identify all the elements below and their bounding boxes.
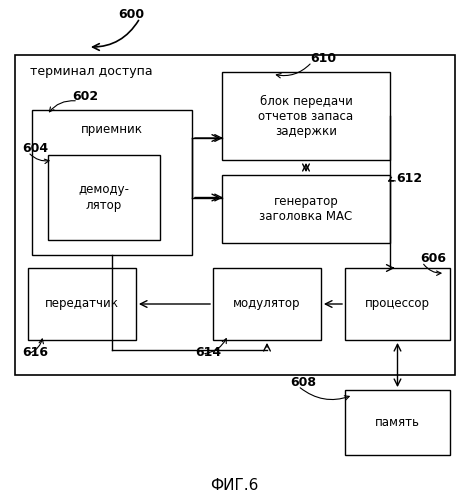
Text: 608: 608 xyxy=(290,376,316,388)
Bar xyxy=(222,175,390,243)
Text: 604: 604 xyxy=(22,142,48,154)
Text: терминал доступа: терминал доступа xyxy=(30,64,153,78)
Bar xyxy=(28,268,136,340)
Bar xyxy=(48,155,160,240)
Text: блок передачи
отчетов запаса
задержки: блок передачи отчетов запаса задержки xyxy=(258,94,353,138)
Text: генератор
заголовка МАС: генератор заголовка МАС xyxy=(259,195,352,223)
Text: передатчик: передатчик xyxy=(45,298,119,310)
Text: 614: 614 xyxy=(195,346,221,358)
Bar xyxy=(345,390,450,455)
Bar xyxy=(32,110,192,255)
Text: память: память xyxy=(375,416,420,429)
Text: приемник: приемник xyxy=(81,124,143,136)
Text: 606: 606 xyxy=(420,252,446,264)
Bar xyxy=(345,268,450,340)
Text: ФИГ.6: ФИГ.6 xyxy=(210,478,258,492)
Text: 616: 616 xyxy=(22,346,48,358)
Bar xyxy=(15,55,455,375)
Text: 610: 610 xyxy=(310,52,336,64)
Text: 602: 602 xyxy=(72,90,98,104)
Text: модулятор: модулятор xyxy=(233,298,301,310)
Text: 612: 612 xyxy=(396,172,422,184)
Text: демоду-
лятор: демоду- лятор xyxy=(79,184,130,212)
Text: 600: 600 xyxy=(118,8,144,20)
Bar xyxy=(213,268,321,340)
Text: процессор: процессор xyxy=(365,298,430,310)
Bar xyxy=(222,72,390,160)
